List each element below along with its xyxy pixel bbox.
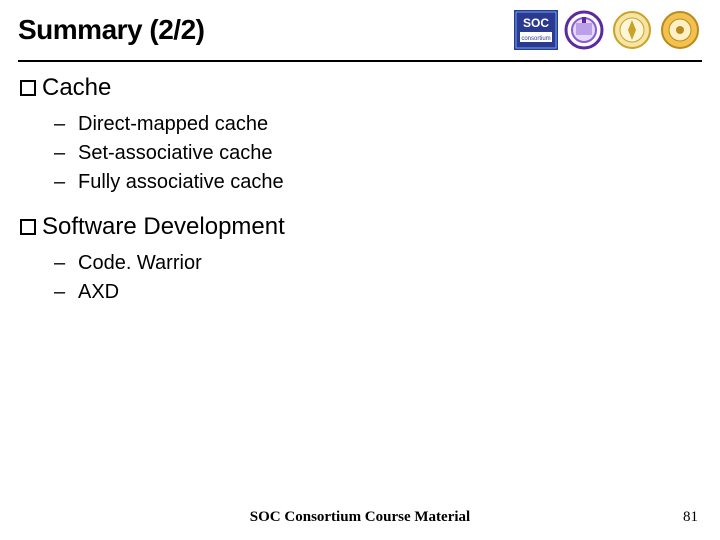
logo-seal2-icon: [658, 10, 702, 50]
square-bullet-icon: [20, 80, 36, 96]
dash-icon: –: [54, 110, 68, 139]
dash-icon: –: [54, 168, 68, 197]
logo-ntu-icon: [562, 10, 606, 50]
item-text: Set-associative cache: [78, 139, 273, 168]
list-item: –Fully associative cache: [54, 168, 702, 197]
page-number: 81: [683, 509, 698, 526]
section-heading: Cache: [20, 74, 702, 102]
item-text: Code. Warrior: [78, 249, 202, 278]
list-item: –Set-associative cache: [54, 139, 702, 168]
item-text: Direct-mapped cache: [78, 110, 268, 139]
section-title: Software Development: [42, 213, 285, 241]
section-title: Cache: [42, 74, 111, 102]
footer: SOC Consortium Course Material: [0, 509, 720, 526]
list-item: –AXD: [54, 278, 702, 307]
footer-text: SOC Consortium Course Material: [250, 509, 470, 526]
logo-soc-sub: consortium: [521, 36, 550, 42]
square-bullet-icon: [20, 219, 36, 235]
section-items: –Code. Warrior –AXD: [54, 249, 702, 307]
logo-soc-icon: SOC consortium: [514, 10, 558, 50]
header: Summary (2/2) SOC consortium: [18, 14, 702, 50]
logo-soc-text: SOC: [523, 16, 549, 30]
item-text: Fully associative cache: [78, 168, 284, 197]
section-heading: Software Development: [20, 213, 702, 241]
content: Cache –Direct-mapped cache –Set-associat…: [18, 74, 702, 307]
section-items: –Direct-mapped cache –Set-associative ca…: [54, 110, 702, 197]
dash-icon: –: [54, 278, 68, 307]
logo-seal1-icon: [610, 10, 654, 50]
list-item: –Direct-mapped cache: [54, 110, 702, 139]
item-text: AXD: [78, 278, 119, 307]
dash-icon: –: [54, 139, 68, 168]
slide-title: Summary (2/2): [18, 14, 204, 46]
slide: Summary (2/2) SOC consortium: [0, 0, 720, 540]
title-rule: [18, 60, 702, 62]
section-cache: Cache –Direct-mapped cache –Set-associat…: [20, 74, 702, 197]
section-software: Software Development –Code. Warrior –AXD: [20, 213, 702, 307]
dash-icon: –: [54, 249, 68, 278]
list-item: –Code. Warrior: [54, 249, 702, 278]
logo-strip: SOC consortium: [514, 10, 702, 50]
